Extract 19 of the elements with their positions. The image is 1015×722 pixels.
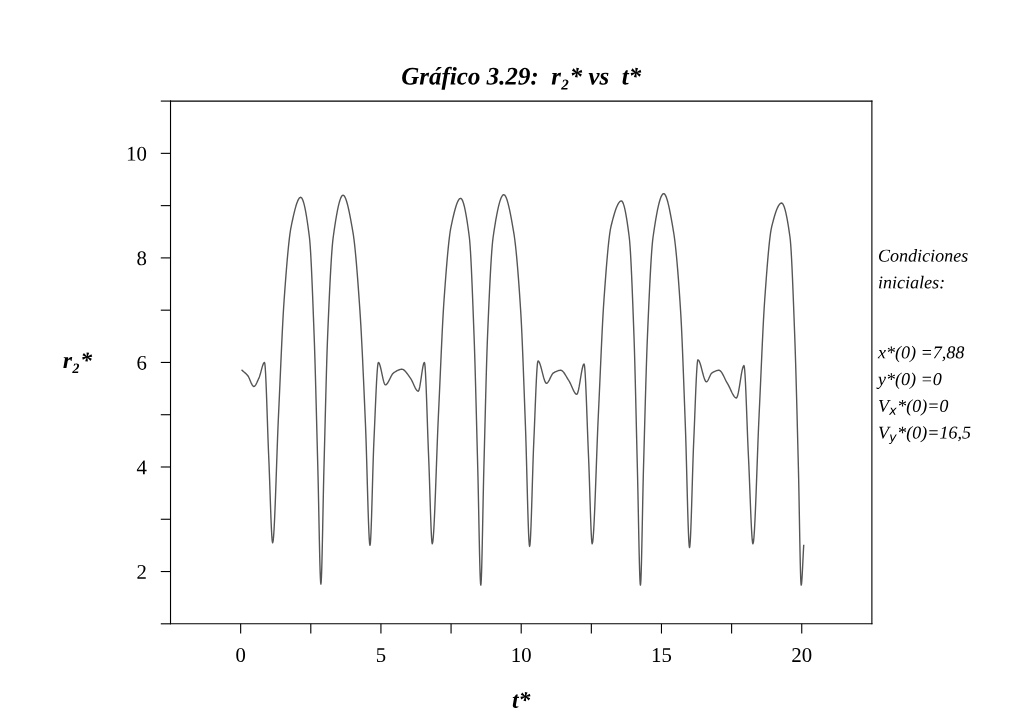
- text: V$_{x}$*(0)=0: [878, 399, 949, 416]
- text: y*(0) =0: [876, 372, 942, 389]
- x-tick-label: 5: [376, 648, 386, 663]
- x-axis-title: t*: [512, 691, 531, 708]
- text: V$_{y}$*(0)=16,5: [878, 425, 971, 445]
- text: x*(0) =7,88: [877, 345, 965, 363]
- text: iniciales:: [878, 275, 944, 289]
- y-tick-label: 4: [136, 460, 147, 475]
- x-tick-label: 20: [792, 648, 812, 663]
- x-tick-label: 0: [236, 648, 246, 663]
- x-tick-label: 15: [652, 648, 672, 663]
- x-tick-label: 10: [512, 648, 531, 663]
- y-axis-title: r₂*: [63, 352, 93, 373]
- y-tick-label: 10: [127, 146, 147, 161]
- text: Condiciones: [878, 249, 968, 262]
- y-tick-label: 6: [137, 355, 147, 370]
- y-tick-label: 8: [137, 251, 147, 266]
- y-tick-label: 2: [137, 564, 146, 579]
- chart-title: Gráfico 3.29: r₂* vs t*: [402, 66, 642, 90]
